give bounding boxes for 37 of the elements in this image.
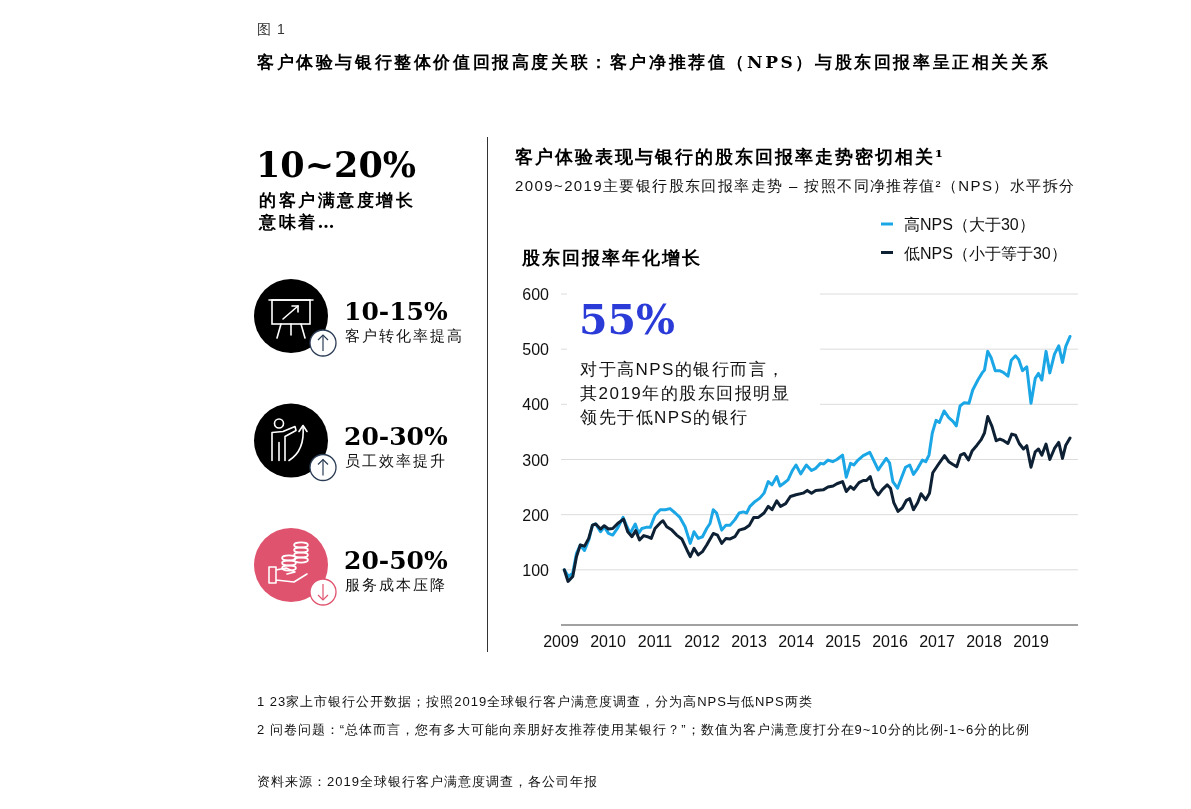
x-tick-label: 2009 — [543, 633, 579, 650]
x-tick-label: 2019 — [1013, 633, 1049, 650]
text: 服务成本压降 — [345, 576, 447, 594]
x-tick-label: 2013 — [731, 633, 767, 650]
chart-title: 客户体验表现与银行的股东回报率走势密切相关¹ — [514, 146, 945, 167]
x-tick-label: 2015 — [825, 633, 861, 650]
legend-label: 低NPS（小于等于30） — [904, 244, 1067, 262]
text: 资料来源：2019全球银行客户满意度调查，各公司年报 — [257, 774, 598, 789]
text: 员工效率提升 — [345, 451, 447, 470]
text: 的客户满意度增长意味着… — [259, 188, 416, 233]
legend-label: 高NPS（大于30） — [904, 216, 1035, 233]
y-tick-label: 600 — [522, 286, 550, 303]
x-tick-label: 2011 — [637, 633, 673, 650]
y-tick-label: 300 — [522, 451, 550, 469]
caption: 图 1 — [257, 21, 286, 37]
chart-subtitle: 2009~2019主要银行股东回报率走势 – 按照不同净推荐值²（NPS）水平拆分 — [515, 177, 1076, 194]
y-axis-title: 股东回报率年化增长 — [521, 247, 702, 268]
x-tick-label: 2012 — [684, 633, 720, 650]
x-tick-label: 2016 — [872, 633, 908, 650]
annotation: 55% — [579, 296, 676, 344]
text: 2 问卷问题：“总体而言，您有多大可能向亲朋好友推荐使用某银行？”；数值为客户满意度打分在9~10分的比例-1~6分的比例 — [257, 722, 1031, 737]
text: 20-50% — [344, 546, 448, 575]
annotation: 对于高NPS的银行而言，其2019年的股东回报明显领先于低NPS的银行 — [580, 358, 792, 429]
y-tick-label: 200 — [522, 506, 550, 524]
x-tick-label: 2017 — [919, 633, 955, 650]
text: 10~20% — [256, 144, 416, 185]
x-tick-label: 2018 — [966, 633, 1002, 650]
y-tick-label: 500 — [522, 341, 550, 359]
text: 客户转化率提高 — [345, 327, 464, 345]
text: 客户体验与银行整体价值回报高度关联：客户净推荐值（NPS）与股东回报率呈正相关关系 — [256, 52, 1051, 72]
y-tick-label: 100 — [522, 561, 550, 579]
x-tick-label: 2014 — [778, 633, 814, 650]
text: 10-15% — [344, 297, 448, 326]
x-tick-label: 2010 — [590, 633, 626, 650]
text: 20-30% — [344, 421, 448, 451]
y-tick-label: 400 — [522, 396, 550, 414]
text: 1 23家上市银行公开数据；按照2019全球银行客户满意度调查，分为高NPS与低NPS两类 — [257, 694, 813, 709]
